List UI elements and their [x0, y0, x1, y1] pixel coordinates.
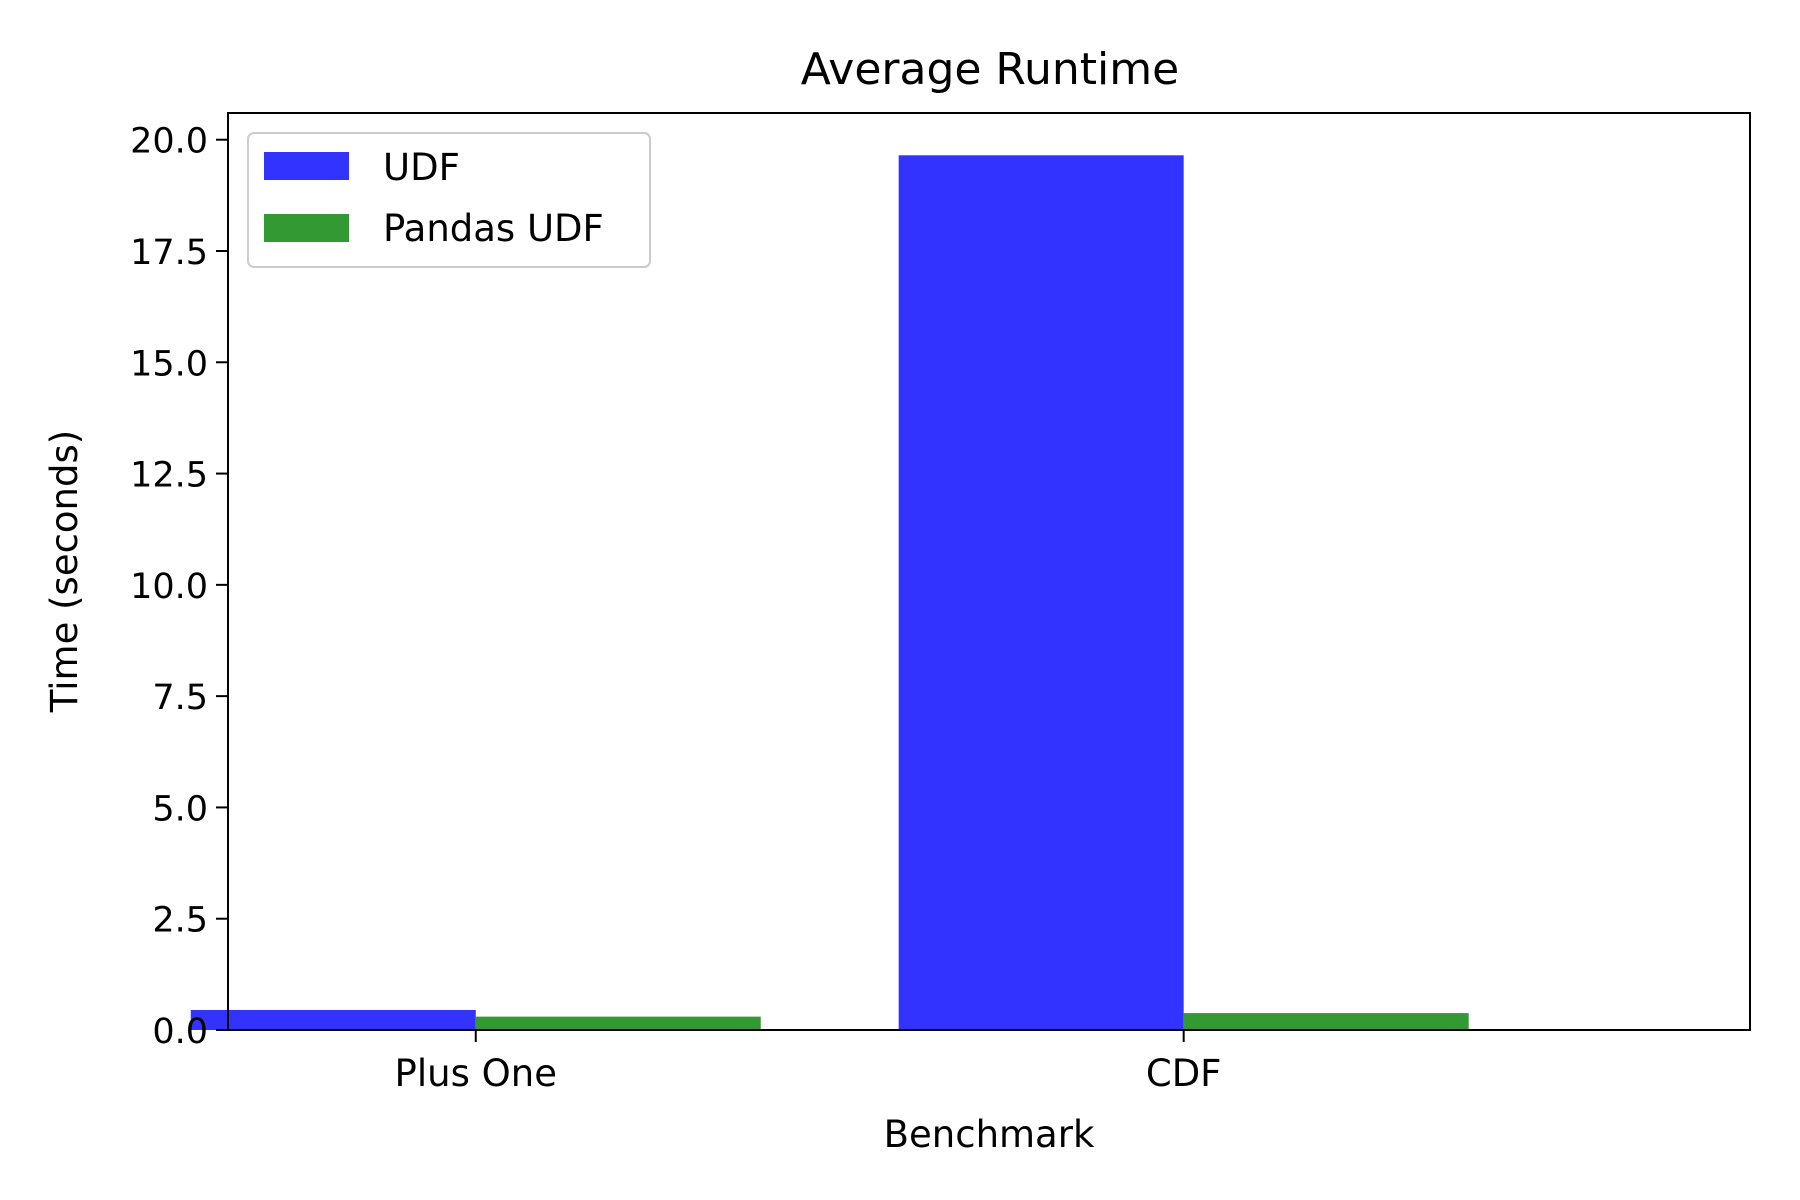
legend: UDF Pandas UDF	[247, 132, 651, 268]
y-tick-label: 7.5	[152, 678, 208, 718]
bar-udf-plus-one	[190, 1009, 476, 1030]
chart-title: Average Runtime	[801, 44, 1179, 95]
x-axis-label: Benchmark	[884, 1113, 1095, 1156]
legend-label-pandas-udf: Pandas UDF	[383, 207, 604, 250]
bar-udf-cdf	[898, 155, 1184, 1031]
y-tick-label: 0.0	[152, 1012, 208, 1052]
legend-swatch-pandas-udf	[264, 214, 349, 242]
x-tick-label-plus-one: Plus One	[395, 1052, 557, 1095]
legend-swatch-udf	[264, 152, 349, 180]
y-tick-label: 12.5	[130, 456, 208, 496]
y-tick-label: 5.0	[152, 789, 208, 829]
y-tick-label: 17.5	[130, 233, 208, 273]
legend-label-udf: UDF	[383, 146, 460, 189]
y-tick-label: 15.0	[130, 344, 208, 384]
y-tick-label: 2.5	[152, 901, 208, 941]
y-tick-label: 20.0	[130, 122, 208, 162]
y-tick-label: 10.0	[130, 567, 208, 607]
bar-pandas-udf-cdf	[1183, 1013, 1469, 1030]
y-axis: 0.0 2.5 5.0 7.5 10.0 12.5 15.0 17.5 20.0	[130, 122, 228, 1052]
bar-pandas-udf-plus-one	[475, 1016, 761, 1030]
x-axis: Plus One CDF	[395, 1030, 1222, 1095]
plot-frame	[227, 112, 1751, 1031]
y-axis-label: Time (seconds)	[43, 430, 86, 713]
bars-layer	[190, 155, 1469, 1031]
x-tick-label-cdf: CDF	[1146, 1052, 1222, 1095]
